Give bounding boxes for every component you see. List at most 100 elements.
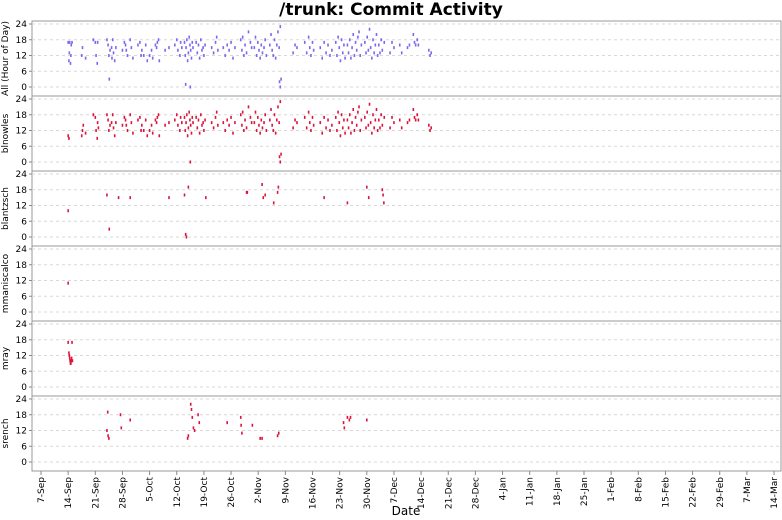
x-tick-label: 25-Jan (580, 477, 590, 506)
data-point (126, 129, 129, 132)
data-point (244, 43, 246, 47)
data-point (354, 115, 357, 119)
x-tick-label: 28-Sep (118, 477, 128, 509)
data-point (124, 43, 127, 47)
data-point (95, 129, 97, 132)
data-point (97, 126, 100, 130)
data-point (129, 113, 132, 117)
data-point (156, 40, 159, 44)
data-point (96, 40, 99, 44)
data-point (155, 46, 158, 50)
chart-title: /trunk: Commit Activity (279, 0, 503, 20)
data-point (148, 54, 151, 57)
data-point (355, 123, 358, 127)
data-point (344, 56, 346, 60)
data-point (272, 129, 275, 132)
y-tick-label: 12 (16, 277, 27, 287)
x-tick-label: 28-Dec (471, 477, 481, 509)
data-point (239, 38, 242, 42)
data-point (184, 232, 187, 236)
data-point (305, 126, 308, 130)
data-point (174, 43, 176, 47)
data-point (192, 426, 195, 430)
data-point (255, 54, 258, 57)
data-point (123, 40, 126, 44)
data-point (367, 123, 370, 127)
data-point (381, 123, 384, 127)
panel-3: 0 6 12 18 24 mmaniscalco (1, 245, 782, 322)
data-point (247, 30, 250, 34)
data-point (183, 40, 186, 44)
data-point (205, 196, 207, 200)
data-point (175, 113, 178, 117)
data-point (179, 115, 182, 119)
y-tick-label: 24 (16, 320, 28, 330)
data-point (241, 110, 244, 114)
data-point (325, 126, 327, 130)
y-tick-label: 18 (16, 186, 28, 196)
data-point (192, 46, 194, 50)
data-point (259, 56, 261, 60)
panel-frame (31, 395, 782, 472)
data-point (224, 54, 227, 57)
data-point (175, 38, 178, 42)
data-point (121, 48, 124, 52)
data-point (155, 121, 158, 125)
data-point (212, 126, 215, 130)
data-point (186, 436, 189, 440)
panel-1: 0 6 12 18 24 blnowles (1, 95, 782, 172)
data-point (124, 118, 127, 122)
data-point (204, 43, 206, 47)
data-point (144, 118, 147, 122)
data-point (416, 38, 419, 42)
data-point (108, 129, 110, 132)
data-point (430, 126, 432, 130)
panel-2: 0 6 12 18 24 blantzsch (1, 170, 782, 247)
data-point (189, 85, 192, 89)
data-point (269, 43, 271, 47)
data-point (319, 46, 322, 50)
panel-label: mmaniscalco (1, 253, 11, 313)
data-point (190, 56, 193, 60)
data-point (294, 118, 296, 122)
data-point (311, 40, 314, 44)
data-point (254, 35, 257, 39)
panel-frame (31, 320, 782, 397)
data-point (68, 354, 71, 357)
data-point (249, 115, 252, 119)
data-point (374, 118, 377, 122)
data-point (210, 46, 213, 50)
data-point (109, 48, 111, 52)
data-point (366, 418, 368, 422)
data-point (130, 121, 133, 125)
data-point (346, 201, 349, 205)
data-point (280, 152, 282, 156)
data-point (180, 121, 183, 125)
data-point (168, 196, 170, 200)
data-point (279, 85, 282, 89)
data-point (294, 43, 296, 47)
panels-layer: 0 6 12 18 24 All (Hour of Day) 0 6 12 18 24 blnowle… (1, 20, 782, 472)
data-point (428, 48, 430, 52)
data-point (67, 281, 69, 285)
y-tick-label: 6 (21, 67, 27, 77)
data-point (177, 123, 179, 127)
data-point (296, 121, 298, 125)
data-point (196, 51, 199, 55)
data-point (67, 340, 69, 344)
y-tick-label: 12 (16, 352, 27, 362)
data-point (331, 123, 333, 127)
data-point (217, 123, 219, 127)
data-point (193, 429, 196, 432)
data-point (197, 413, 199, 417)
data-point (69, 359, 71, 363)
y-tick-label: 0 (21, 83, 27, 93)
data-point (389, 126, 391, 130)
data-point (337, 110, 339, 114)
data-point (366, 185, 368, 189)
data-point (417, 118, 420, 122)
data-point (339, 59, 342, 63)
data-point (308, 121, 311, 125)
x-tick-label: 21-Sep (91, 477, 101, 509)
data-point (260, 118, 263, 122)
